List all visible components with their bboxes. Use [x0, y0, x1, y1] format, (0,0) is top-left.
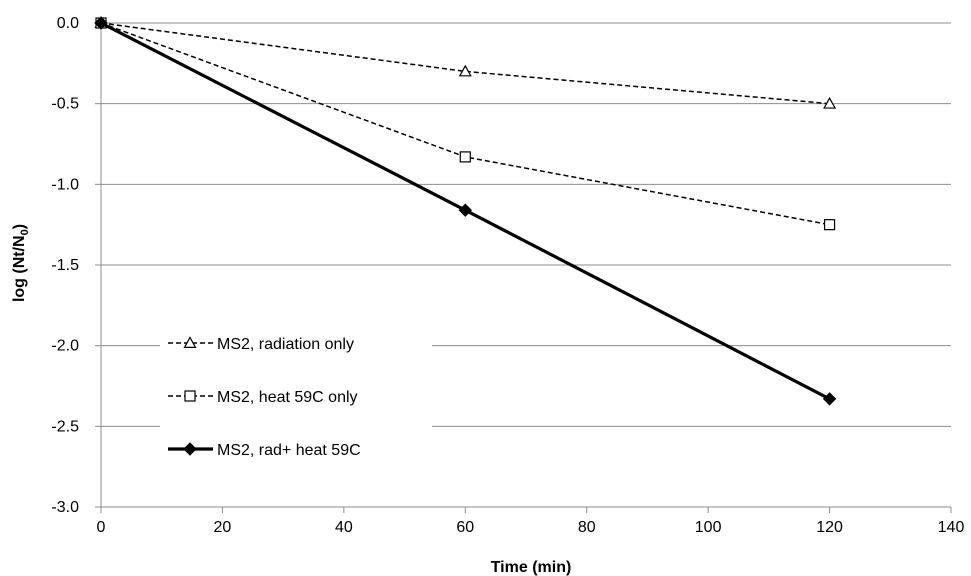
- x-tick-label: 80: [578, 519, 596, 536]
- y-tick-label: -3.0: [51, 499, 79, 516]
- x-tick-label: 0: [97, 519, 106, 536]
- series-1: [94, 16, 837, 109]
- x-tick-label: 20: [214, 519, 232, 536]
- data-point: [459, 151, 471, 163]
- x-tick-label: 140: [938, 519, 965, 536]
- x-tick-label: 40: [335, 519, 353, 536]
- legend-label: MS2, heat 59C only: [217, 389, 358, 406]
- data-point: [458, 64, 472, 77]
- legend-label: MS2, radiation only: [217, 336, 354, 353]
- series-3: [94, 16, 837, 406]
- series-line: [100, 22, 830, 226]
- legend-swatch-marker: [183, 442, 197, 456]
- data-point: [823, 219, 836, 231]
- legend-entry: MS2, heat 59C only: [168, 389, 358, 406]
- y-tick-label: -1.0: [51, 176, 79, 193]
- x-tick-label: 120: [816, 519, 843, 536]
- y-tick-label: 0.0: [57, 15, 79, 32]
- x-axis-ticks: 0 20 40 60 80 100 120 140: [97, 507, 965, 536]
- legend-swatch-marker: [184, 390, 196, 402]
- y-tick-label: -2.5: [51, 418, 79, 435]
- legend: MS2, radiation only MS2, heat 59C only MS2…: [160, 318, 432, 474]
- legend-entry: MS2, radiation only: [168, 336, 354, 353]
- y-axis-title-close: ): [11, 224, 28, 229]
- y-tick-label: -0.5: [51, 96, 79, 113]
- series-line: [100, 22, 830, 105]
- legend-swatch-marker: [183, 336, 197, 348]
- x-tick-label: 60: [456, 519, 474, 536]
- legend-entry: MS2, rad+ heat 59C: [168, 442, 361, 459]
- series-2: [95, 17, 836, 231]
- legend-label: MS2, rad+ heat 59C: [217, 442, 361, 459]
- y-tick-label: -2.0: [51, 338, 79, 355]
- y-axis-title: log (Nt/N0): [11, 224, 31, 302]
- y-axis-title-subscript: 0: [19, 229, 31, 235]
- data-point: [94, 16, 108, 30]
- y-tick-label: -1.5: [51, 257, 79, 274]
- x-tick-label: 100: [695, 519, 722, 536]
- data-point: [822, 392, 837, 406]
- data-point: [823, 96, 837, 109]
- series-layer: [94, 16, 837, 406]
- y-axis-title-main: log (Nt/N: [11, 235, 28, 302]
- y-axis-ticks: 0.0 -0.5 -1.0 -1.5 -2.0 -2.5 -3.0: [51, 15, 101, 516]
- x-axis-title: Time (min): [491, 559, 572, 576]
- data-point: [458, 203, 472, 217]
